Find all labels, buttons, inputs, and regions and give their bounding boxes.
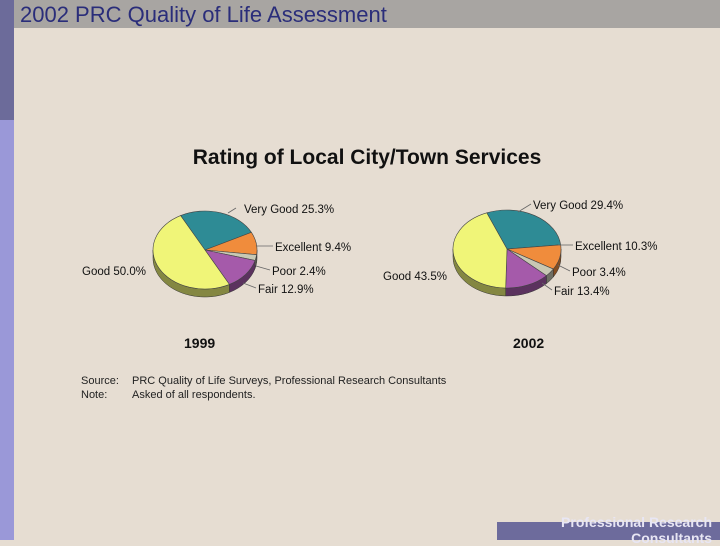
pie-label-value: 3.4%: [600, 267, 626, 279]
pie-label-value: 9.4%: [325, 242, 351, 254]
pie-label-name: Good: [383, 271, 414, 283]
note-row: Note: Asked of all respondents.: [81, 388, 446, 402]
pie-label-excellent: Excellent 9.4%: [275, 242, 351, 254]
pie-label-value: 12.9%: [281, 284, 314, 296]
pie-label-name: Fair: [554, 286, 577, 298]
pie-label-good: Good 50.0%: [82, 266, 146, 278]
leader-line-poor: [558, 265, 570, 271]
pie-label-very-good: Very Good 25.3%: [244, 204, 334, 216]
leader-line-fair: [243, 283, 256, 288]
source-key: Source:: [81, 374, 132, 388]
chart-notes: Source: PRC Quality of Life Surveys, Pro…: [81, 374, 446, 402]
pie-label-name: Fair: [258, 284, 281, 296]
source-row: Source: PRC Quality of Life Surveys, Pro…: [81, 374, 446, 388]
note-key: Note:: [81, 388, 132, 402]
source-value: PRC Quality of Life Surveys, Professiona…: [132, 374, 446, 388]
footer-text: Professional Research Consultants: [522, 514, 712, 546]
pie-label-fair: Fair 13.4%: [554, 286, 610, 298]
pie-label-value: 2.4%: [300, 266, 326, 278]
pie-label-good: Good 43.5%: [383, 271, 447, 283]
pie-label-value: 29.4%: [591, 200, 624, 212]
pie-label-value: 10.3%: [625, 241, 658, 253]
leader-line-very-good: [228, 208, 236, 213]
leader-line-fair: [542, 283, 552, 290]
pie-label-very-good: Very Good 29.4%: [533, 200, 623, 212]
pie-label-poor: Poor 3.4%: [572, 267, 626, 279]
pie-label-name: Poor: [572, 267, 600, 279]
pie-1999: Very Good 25.3% Excellent 9.4% Poor 2.4% Fa…: [82, 204, 351, 297]
leader-line-poor: [256, 266, 270, 270]
pie-label-value: 13.4%: [577, 286, 610, 298]
pie-label-value: 25.3%: [302, 204, 335, 216]
pie-year-label-2002: 2002: [513, 335, 544, 351]
pie-label-name: Very Good: [533, 200, 591, 212]
pie-label-value: 43.5%: [414, 271, 447, 283]
pie-label-name: Good: [82, 266, 113, 278]
pie-label-value: 50.0%: [113, 266, 146, 278]
pie-label-name: Very Good: [244, 204, 302, 216]
pie-label-fair: Fair 12.9%: [258, 284, 314, 296]
pie-label-poor: Poor 2.4%: [272, 266, 326, 278]
note-value: Asked of all respondents.: [132, 388, 256, 402]
pie-label-name: Excellent: [575, 241, 625, 253]
pie-year-label-1999: 1999: [184, 335, 215, 351]
pie-label-excellent: Excellent 10.3%: [575, 241, 657, 253]
pie-2002: Very Good 29.4% Excellent 10.3% Poor 3.4% F…: [383, 200, 657, 298]
leader-line-very-good: [518, 204, 531, 212]
pie-label-name: Excellent: [275, 242, 325, 254]
pie-label-name: Poor: [272, 266, 300, 278]
